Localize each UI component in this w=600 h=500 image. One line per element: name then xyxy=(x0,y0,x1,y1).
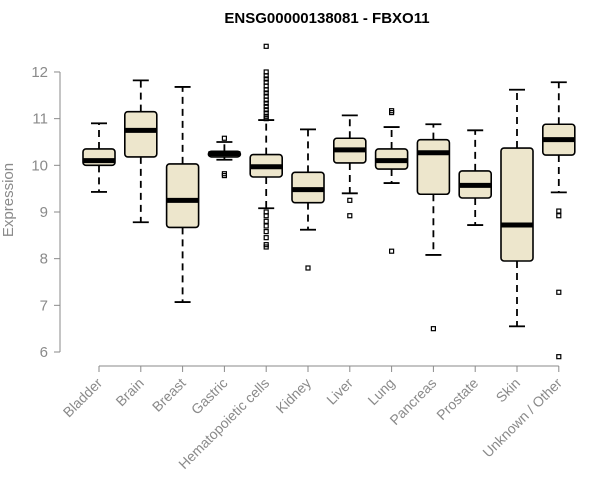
outlier-point xyxy=(347,197,353,203)
outlier-point xyxy=(347,213,353,219)
outlier-point xyxy=(556,289,562,295)
outlier-point xyxy=(263,90,269,96)
y-tick-label: 12 xyxy=(31,64,48,81)
outlier-point xyxy=(263,100,269,106)
box-group xyxy=(500,88,534,328)
box-group xyxy=(332,114,367,219)
x-tick-label: Brain xyxy=(112,375,146,409)
outlier-point xyxy=(389,109,395,116)
outlier-point xyxy=(221,171,227,177)
outlier-point xyxy=(263,87,269,93)
x-tick-label: Breast xyxy=(149,375,189,415)
outlier-point xyxy=(263,213,269,219)
x-tick-label: Liver xyxy=(323,375,356,408)
outlier-point xyxy=(556,354,562,360)
outlier-point xyxy=(263,218,269,224)
box-group xyxy=(374,108,409,254)
x-tick-label: Prostate xyxy=(433,375,481,423)
outlier-point xyxy=(556,208,562,214)
outlier-point xyxy=(221,135,227,141)
chart-title: ENSG00000138081 - FBXO11 xyxy=(224,10,429,27)
iqr-box xyxy=(165,163,200,229)
outlier-point xyxy=(263,244,269,250)
y-tick-label: 9 xyxy=(40,204,48,221)
outlier-point xyxy=(263,97,269,103)
y-axis-label: Expression xyxy=(0,163,17,237)
box-group xyxy=(249,43,283,250)
outlier-point xyxy=(389,248,395,254)
outlier-point xyxy=(263,43,269,49)
outlier-point xyxy=(263,235,269,241)
box-group xyxy=(541,81,576,360)
boxes-layer xyxy=(82,43,576,360)
outlier-point xyxy=(263,116,269,122)
outlier-point xyxy=(263,110,269,116)
outlier-point xyxy=(263,103,269,110)
box-group xyxy=(207,135,242,179)
x-tick-label: Bladder xyxy=(60,375,106,421)
outlier-point xyxy=(305,265,311,271)
outlier-point xyxy=(263,223,269,229)
x-tick-label: Unknown / Other xyxy=(479,375,565,461)
box-group xyxy=(416,123,451,332)
iqr-box xyxy=(500,147,534,262)
y-tick-label: 11 xyxy=(32,111,48,128)
y-tick-label: 6 xyxy=(40,344,48,361)
box-group xyxy=(82,122,116,193)
x-tick-label: Kidney xyxy=(273,375,315,417)
y-axis: 6 7 8 9 10 11 12 xyxy=(31,64,61,361)
outlier-point xyxy=(263,73,269,79)
iqr-box xyxy=(124,110,158,158)
x-tick-label: Skin xyxy=(493,375,524,406)
y-tick-label: 7 xyxy=(40,297,48,314)
box-group xyxy=(124,79,158,224)
outlier-point xyxy=(263,228,269,235)
box-group xyxy=(165,86,200,303)
x-tick-label: Lung xyxy=(364,375,397,408)
y-tick-label: 8 xyxy=(40,251,48,268)
box-group xyxy=(291,128,325,271)
outlier-point xyxy=(430,326,436,332)
outlier-point xyxy=(556,213,562,219)
outlier-point xyxy=(263,107,269,113)
iqr-box xyxy=(416,138,451,196)
y-tick-label: 10 xyxy=(31,157,48,174)
outlier-point xyxy=(263,76,269,82)
box-group xyxy=(458,129,493,226)
